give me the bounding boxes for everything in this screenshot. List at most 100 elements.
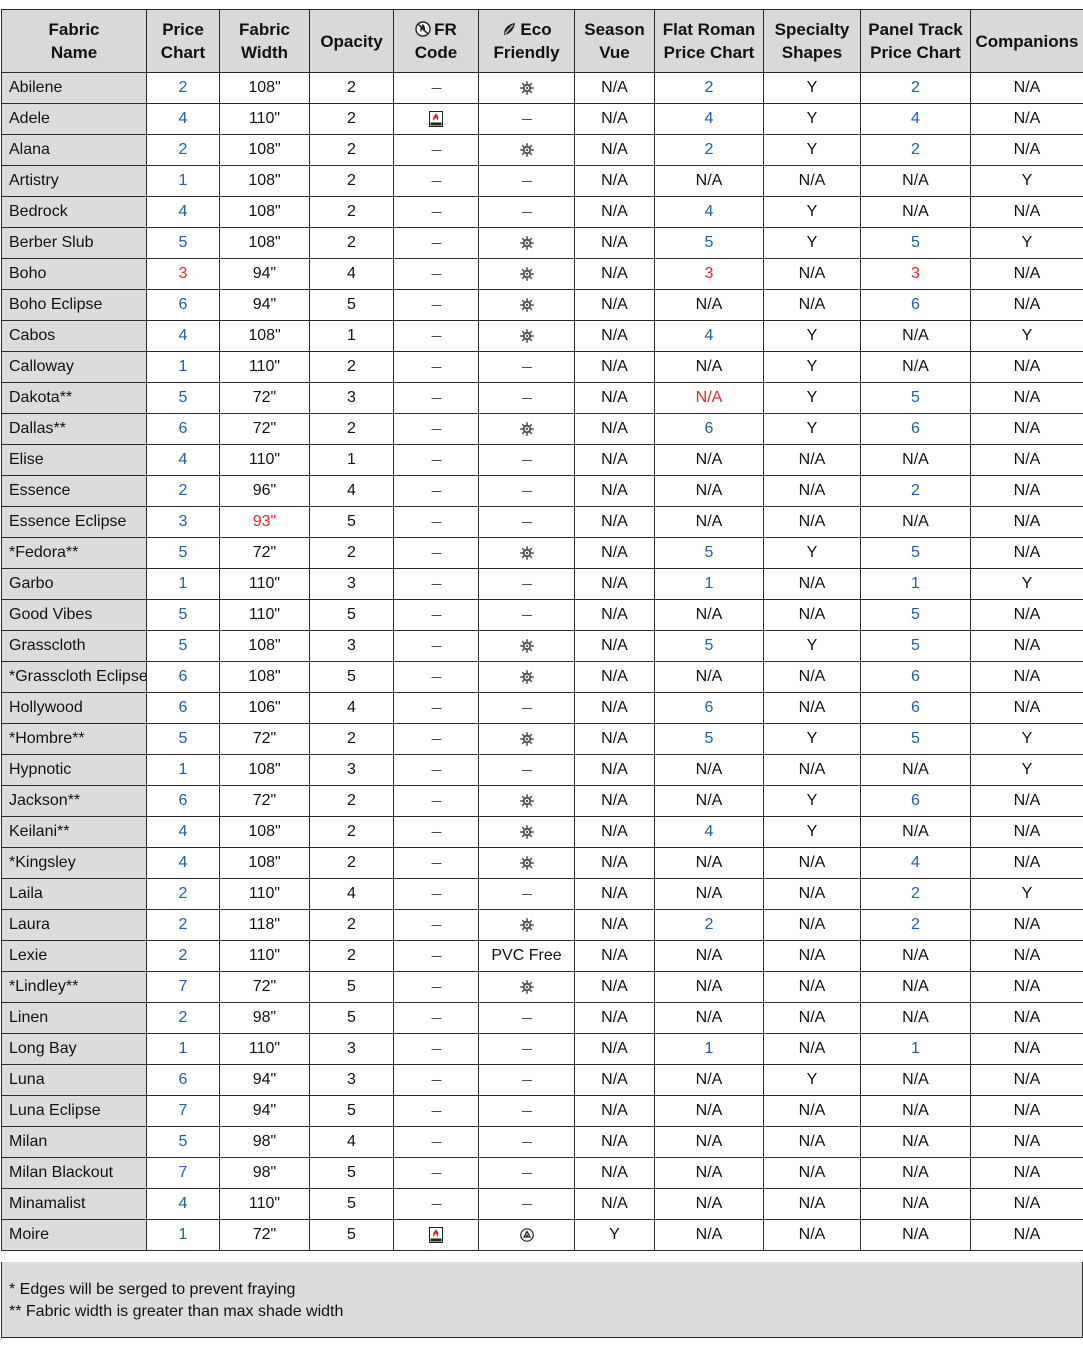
cell-panel-track-price-chart: N/A [860,444,971,476]
col-header-panel-track-price-chart: Panel Track Price Chart [860,9,971,73]
cell-value: N/A [1013,823,1041,840]
cell-fr-code: --- [393,351,479,383]
cell-companions: N/A [970,1157,1083,1189]
cell-fr-code: --- [393,568,479,600]
cell-fabric-width: 98" [219,1157,310,1189]
cell-opacity: 3 [309,630,394,662]
cell-value: Dallas** [9,420,66,437]
cell-value: Bedrock [9,203,68,220]
cell-fabric-name: Milan [1,1126,147,1158]
cell-value: N/A [902,327,929,344]
cell-panel-track-price-chart: N/A [860,506,971,538]
cell-fabric-width: 93" [219,506,310,538]
cell-eco-friendly [478,723,575,755]
cell-fabric-name: Artistry [1,165,147,197]
cell-specialty-shapes: Y [763,413,861,445]
cell-value: Laila [9,885,43,902]
cell-panel-track-price-chart: 3 [860,258,971,290]
cell-flat-roman-price-chart: N/A [654,1126,764,1158]
cell-panel-track-price-chart: N/A [860,940,971,972]
footnote-width: ** Fabric width is greater than max shad… [9,1303,344,1320]
cell-value: 6 [178,668,188,685]
cell-companions: N/A [970,351,1083,383]
cell-value: N/A [798,296,826,313]
cell-value: N/A [1013,141,1041,158]
cell-value: 108" [248,823,281,840]
cell-panel-track-price-chart: 6 [860,289,971,321]
cell-value: N/A [798,854,826,871]
cell-value: 2 [347,947,356,964]
cell-flat-roman-price-chart: N/A [654,165,764,197]
cell-value: N/A [695,1071,723,1088]
cell-companions: N/A [970,413,1083,445]
table-row: Luna Eclipse 7 94" 5 --- --- N/A N/A N/A N/A N/A [1,1095,1083,1127]
cell-opacity: 5 [309,1002,394,1034]
cell-value: N/A [695,513,723,530]
cell-value: --- [431,173,442,188]
cell-value: N/A [695,389,723,406]
cell-flat-roman-price-chart: N/A [654,289,764,321]
cell-panel-track-price-chart: 5 [860,382,971,414]
cell-season-vue: N/A [574,1033,655,1065]
cell-companions: N/A [970,940,1083,972]
cell-value: N/A [601,823,628,840]
cell-value: --- [521,1072,533,1087]
cell-companions: Y [970,227,1083,259]
cell-fr-code: --- [393,661,479,693]
cell-value: --- [431,545,442,560]
cell-value: N/A [695,172,723,189]
cell-fabric-name: Essence [1,475,147,507]
header-line2: Price Chart [870,43,961,62]
cell-companions: N/A [970,444,1083,476]
cell-value: --- [431,266,442,281]
cell-specialty-shapes: N/A [763,444,861,476]
cell-value: N/A [1013,792,1041,809]
cell-value: 2 [347,544,356,561]
cell-value: N/A [798,699,826,716]
cell-value: --- [521,483,533,498]
cell-value: N/A [1013,79,1041,96]
cell-fabric-name: Cabos [1,320,147,352]
cell-value: N/A [695,978,723,995]
table-row: Garbo 1 110" 3 --- --- N/A 1 N/A 1 Y [1,568,1083,600]
cell-value: 5 [178,234,188,251]
cell-specialty-shapes: N/A [763,1219,861,1251]
cell-value: --- [431,948,442,963]
cell-value: N/A [695,1164,723,1181]
table-row: Adele 4 110" 2 --- N/A 4 Y 4 N/A [1,103,1083,135]
table-row: Hollywood 6 106" 4 --- --- N/A 6 N/A 6 N/A [1,692,1083,724]
cell-value: 2 [911,482,920,499]
cell-value: 7 [178,1164,188,1181]
cell-specialty-shapes: N/A [763,599,861,631]
cell-value: --- [521,607,533,622]
cell-companions: Y [970,754,1083,786]
cell-value: N/A [798,575,826,592]
cell-value: Y [1021,327,1033,344]
cell-season-vue: N/A [574,382,655,414]
cell-fabric-name: Laila [1,878,147,910]
header-line2: Name [50,43,98,62]
cell-value: N/A [1013,699,1041,716]
eco-badge-icon [519,978,534,995]
cell-fabric-name: Keilani** [1,816,147,848]
cell-value: N/A [1013,916,1041,933]
cell-value: 110" [248,885,281,902]
cell-season-vue: N/A [574,475,655,507]
cell-value: N/A [1013,947,1041,964]
cell-companions: Y [970,878,1083,910]
table-row: Alana 2 108" 2 --- N/A 2 Y 2 N/A [1,134,1083,166]
cell-flat-roman-price-chart: N/A [654,1188,764,1220]
cell-value: N/A [1013,606,1041,623]
cell-flat-roman-price-chart: 5 [654,537,764,569]
cell-eco-friendly [478,1219,575,1251]
table-row: Boho Eclipse 6 94" 5 --- N/A N/A N/A 6 N/A [1,289,1083,321]
cell-value: N/A [902,823,929,840]
cell-value: 6 [911,668,920,685]
cell-value: --- [431,917,442,932]
cell-season-vue: N/A [574,816,655,848]
cell-value: Y [1021,761,1033,778]
cell-value: N/A [695,668,723,685]
cell-value: --- [521,1165,533,1180]
cell-value: --- [521,1196,533,1211]
cell-price-chart: 2 [146,475,220,507]
